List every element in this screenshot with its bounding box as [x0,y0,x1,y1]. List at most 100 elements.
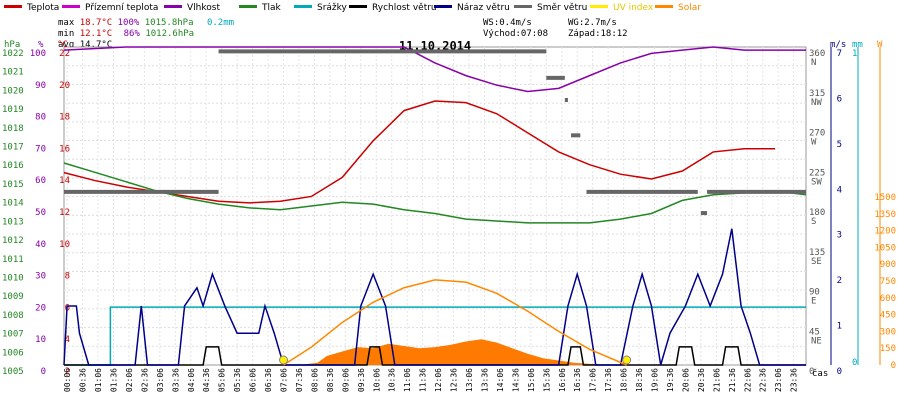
x-tick-label: 11:36 [419,368,428,392]
temp-tick-label: 14 [59,176,70,186]
ms-tick-label: 2 [837,276,842,286]
ms-unit-label: m/s [830,40,846,50]
dir-tick-label: 360 [809,49,825,59]
series-line-tlak [63,162,807,224]
legend-label: Srážky [317,3,347,13]
x-tick-label: 04:36 [202,368,211,392]
legend-item: UV index [590,3,653,13]
x-tick-label: 05:06 [218,368,227,392]
legend-label: Tlak [262,3,281,13]
x-tick-label: 00:36 [79,368,88,392]
legend-swatch [294,5,312,8]
x-tick-label: 03:06 [156,368,165,392]
legend-item: Rychlost větru [349,3,437,13]
pct-tick-label: 50 [35,208,46,218]
x-tick-label: 13:36 [480,368,489,392]
x-tick-label: 02:06 [125,368,134,392]
dir-name-label: SW [811,177,822,187]
mm-tick-label: 0 [852,358,857,368]
x-tick-label: 01:06 [94,368,103,392]
hpa-tick-label: 1009 [2,292,24,302]
w-tick-label: 450 [880,311,896,321]
legend-item: Solar [655,3,701,13]
dir-name-label: W [811,138,817,148]
ms-tick-label: 3 [837,231,842,241]
pct-tick-label: 10 [35,335,46,345]
x-tick-label: 07:06 [280,368,289,392]
x-tick-label: 14:06 [496,368,505,392]
dir-tick-label: 45 [809,327,820,337]
series-line-teplota [63,100,776,204]
mm-unit-label: mm [852,40,863,50]
temp-tick-label: 8 [65,272,70,282]
temp-tick-label: 12 [59,208,70,218]
hpa-tick-label: 1014 [2,199,24,209]
x-tick-label: 11:06 [403,368,412,392]
stats-avg: avg 14.7°C [58,40,113,50]
pct-tick-label: 20 [35,303,46,313]
pct-tick-label: 0 [41,367,46,377]
legend-label: Směr větru [537,3,588,13]
x-tick-label: 15:36 [542,368,551,392]
hpa-tick-label: 1018 [2,124,24,134]
legend-label: Solar [678,3,701,13]
x-tick-label: 20:36 [697,368,706,392]
legend-swatch [349,5,367,8]
ms-tick-label: 6 [837,94,842,104]
pct-tick-label: 30 [35,272,46,282]
legend-label: Vlhkost [187,3,220,13]
x-tick-label: 12:36 [450,368,459,392]
legend-label: Přízemní teplota [85,3,159,13]
series-line-solar [283,279,627,366]
temp-tick-label: 22 [59,49,70,59]
series-line-rychlost-větru [64,346,806,366]
series-line-náraz-větru [63,228,806,366]
legend-label: Rychlost větru [372,3,437,13]
x-tick-label: 12:06 [434,368,443,392]
x-tick-label: 21:06 [712,368,721,392]
hpa-tick-label: 1011 [2,255,24,265]
x-tick-label: 17:06 [589,368,598,392]
temp-tick-label: 16 [59,144,70,154]
x-tick-label: 13:06 [465,368,474,392]
legend-swatch [590,5,608,8]
series-line-vlhkost [63,46,806,93]
w-tick-label: 1050 [874,243,896,253]
dir-tick-label: 270 [809,129,825,139]
x-tick-label: 08:36 [326,368,335,392]
legend-item: Tlak [239,3,281,13]
x-tick-label: 21:36 [728,368,737,392]
hpa-tick-label: 1005 [2,367,24,377]
hpa-tick-label: 1021 [2,68,24,78]
x-tick-label: 06:06 [249,368,258,392]
sunrise-stat: Východ:07:08 [483,29,549,39]
legend-swatch [514,5,532,8]
w-tick-label: 1500 [874,193,896,203]
dir-tick-label: 135 [809,248,825,258]
legend-item: Náraz větru [434,3,510,13]
w-unit-label: W [877,40,883,50]
hpa-tick-label: 1016 [2,161,24,171]
plot-frame [63,46,807,366]
dir-name-label: SE [811,257,822,267]
w-tick-label: 750 [880,277,896,287]
sun-marker-icon [622,355,632,365]
x-tick-label: 07:36 [295,368,304,392]
hpa-tick-label: 1008 [2,311,24,321]
x-tick-label: 03:36 [171,368,180,392]
stats-max: max 18.7°C 100% 1015.8hPa 0.2mm [58,18,235,28]
wind-gust-stat: WG:2.7m/s [568,18,617,28]
x-tick-label: 16:36 [573,368,582,392]
temp-tick-label: 10 [59,240,70,250]
temp-unit-label: °C [57,40,68,50]
hpa-tick-label: 1007 [2,330,24,340]
dir-name-label: NE [811,336,822,346]
x-tick-label: 05:36 [233,368,242,392]
x-tick-label: 06:36 [264,368,273,392]
legend-label: Teplota [27,3,60,13]
wind-speed-stat: WS:0.4m/s [483,18,532,28]
dir-name-label: E [811,297,816,307]
legend-item: Srážky [294,3,347,13]
